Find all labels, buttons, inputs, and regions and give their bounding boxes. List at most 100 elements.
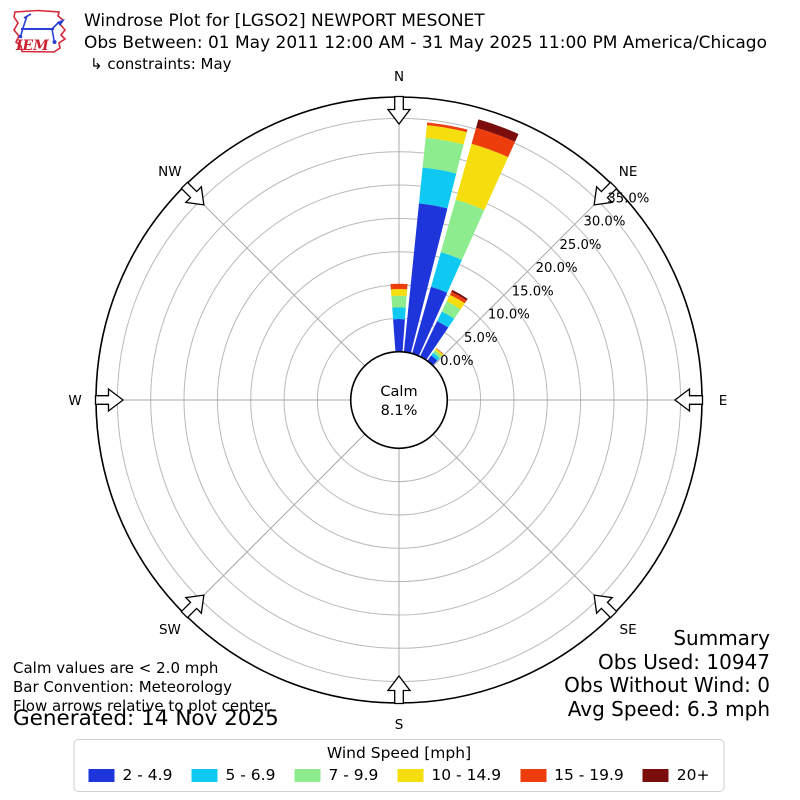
legend-swatch-green	[294, 768, 321, 782]
wind-bar-segment	[436, 348, 444, 355]
wind-bar-segment	[403, 203, 448, 354]
flow-arrow	[94, 387, 125, 413]
wind-bar-segment	[426, 122, 468, 133]
wind-bar-segment	[393, 319, 405, 352]
grid-spoke	[184, 185, 366, 367]
generated-date: Generated: 14 Nov 2025	[13, 706, 279, 731]
summary-title: Summary	[673, 626, 770, 650]
logo-text: IEM	[15, 38, 49, 54]
grid-spoke	[432, 185, 614, 367]
legend-label: 10 - 14.9	[431, 766, 502, 784]
legend-item: 20+	[642, 766, 710, 784]
calm-label: Calm	[380, 384, 417, 400]
calm-note: Calm values are < 2.0 mph	[13, 659, 219, 677]
ring-tick-label: 35.0%	[607, 191, 649, 206]
wind-bar-segment	[441, 301, 461, 319]
wind-bar-segment	[440, 199, 485, 260]
wind-bar-segment	[412, 286, 448, 356]
legend-swatch-orange	[520, 768, 547, 782]
ring-tick-label: 10.0%	[488, 308, 530, 323]
grid-spoke	[432, 433, 614, 615]
constraints-line: ↳ constraints: May	[90, 55, 232, 73]
wind-speed-legend: Wind Speed [mph] 2 - 4.9 5 - 6.9 7 - 9.9…	[73, 739, 725, 792]
calm-percentage: 8.1%	[381, 403, 418, 419]
compass-label-w: W	[68, 393, 81, 409]
ring-tick-label: 5.0%	[464, 331, 498, 346]
wind-bar-segment	[420, 321, 449, 361]
header: Windrose Plot for [LGSO2] NEWPORT MESONE…	[84, 11, 767, 76]
anemometer-icon	[20, 13, 60, 41]
wind-bar-segment	[392, 307, 406, 320]
grid-spoke	[184, 433, 366, 615]
wind-bar-segment	[434, 348, 444, 357]
wind-bar-segment	[455, 143, 509, 210]
compass-label-se: SE	[620, 622, 637, 638]
avg-speed: Avg Speed: 6.3 mph	[567, 696, 770, 721]
legend-swatch-blue	[88, 768, 115, 782]
iowa-outline-icon	[13, 9, 67, 53]
ring-tick-label: 30.0%	[583, 215, 625, 230]
flow-arrow	[180, 594, 205, 619]
flow-arrow	[386, 674, 412, 705]
wind-bar-segment	[422, 137, 464, 174]
wind-bar-segment	[425, 125, 467, 145]
compass-label-e: E	[719, 393, 728, 409]
obs-used: Obs Used: 10947	[598, 649, 770, 674]
legend-item: 2 - 4.9	[88, 766, 173, 784]
calm-circle	[349, 350, 449, 450]
legend-label: 7 - 9.9	[328, 766, 379, 784]
wind-bar-segment	[418, 167, 457, 209]
ring-tick-label: 0.0%	[440, 354, 474, 369]
compass-label-sw: SW	[159, 622, 181, 638]
legend-item: 5 - 6.9	[191, 766, 275, 784]
ring-tick-label: 20.0%	[536, 261, 578, 276]
obs-without-wind: Obs Without Wind: 0	[564, 673, 770, 697]
legend-label: 15 - 19.9	[554, 766, 624, 784]
legend-title: Wind Speed [mph]	[326, 744, 472, 762]
legend-item: 10 - 14.9	[397, 766, 501, 784]
wind-bar-segment	[446, 294, 465, 310]
wind-bar-segment	[449, 291, 467, 304]
legend-swatch-cyan	[191, 768, 218, 782]
legend-item: 15 - 19.9	[520, 766, 624, 784]
legend-swatch-yellow	[397, 768, 424, 782]
summary-block: Summary Obs Used: 10947 Obs Without Wind…	[564, 626, 770, 721]
compass-label-n: N	[394, 69, 404, 85]
ring-tick-label: 25.0%	[560, 238, 602, 253]
anemometer-cup-icon	[52, 40, 57, 44]
wind-bar-segment	[431, 252, 462, 293]
anemometer-cup-icon	[18, 34, 23, 39]
wind-bar-segment	[476, 119, 519, 142]
flow-arrow	[386, 95, 412, 126]
iem-logo: IEM	[13, 9, 67, 54]
wind-bar-segment	[433, 350, 442, 359]
legend-items: 2 - 4.9 5 - 6.9 7 - 9.9 10 - 14.9 15 - 1…	[88, 766, 710, 784]
bar-convention-note: Bar Convention: Meteorology	[13, 678, 232, 697]
flow-arrow-note: Flow arrows relative to plot center.	[13, 697, 274, 716]
legend-swatch-darkred	[642, 768, 669, 782]
wind-bar-segment	[471, 127, 515, 158]
legend-item: 7 - 9.9	[294, 766, 378, 784]
footnotes: Calm values are < 2.0 mph Bar Convention…	[13, 659, 273, 717]
wind-vane-icon	[57, 19, 65, 26]
wind-bar-segment	[431, 352, 440, 361]
compass-label-ne: NE	[619, 164, 638, 180]
compass-label-nw: NW	[158, 164, 181, 180]
wind-bar-segment	[390, 283, 408, 290]
flow-arrow	[180, 181, 205, 206]
page-title: Windrose Plot for [LGSO2] NEWPORT MESONE…	[84, 11, 485, 31]
wind-bar-segment	[390, 289, 408, 296]
obs-range-subtitle: Obs Between: 01 May 2011 12:00 AM - 31 M…	[84, 32, 767, 53]
legend-label: 5 - 6.9	[225, 766, 276, 784]
legend-label: 2 - 4.9	[122, 766, 173, 784]
wind-bar-segment	[437, 311, 455, 328]
flow-arrow	[673, 387, 704, 413]
wind-bar-segment	[391, 295, 407, 308]
flow-arrow	[593, 594, 618, 619]
flow-arrow	[593, 181, 618, 206]
ring-tick-label: 15.0%	[512, 284, 554, 299]
compass-label-s: S	[395, 717, 404, 733]
wind-bar-segment	[451, 289, 468, 301]
